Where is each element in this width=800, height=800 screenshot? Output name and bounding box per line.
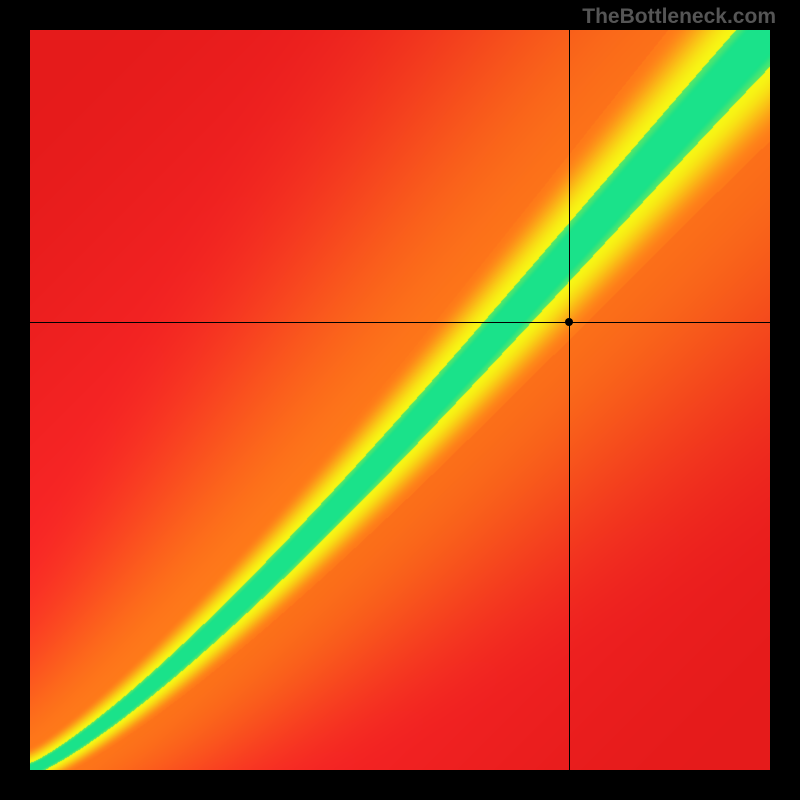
selection-marker-dot <box>565 318 573 326</box>
bottleneck-heatmap <box>30 30 770 770</box>
heatmap-canvas <box>30 30 770 770</box>
crosshair-vertical-line <box>569 30 570 770</box>
watermark-text: TheBottleneck.com <box>582 5 776 29</box>
crosshair-horizontal-line <box>30 322 770 323</box>
